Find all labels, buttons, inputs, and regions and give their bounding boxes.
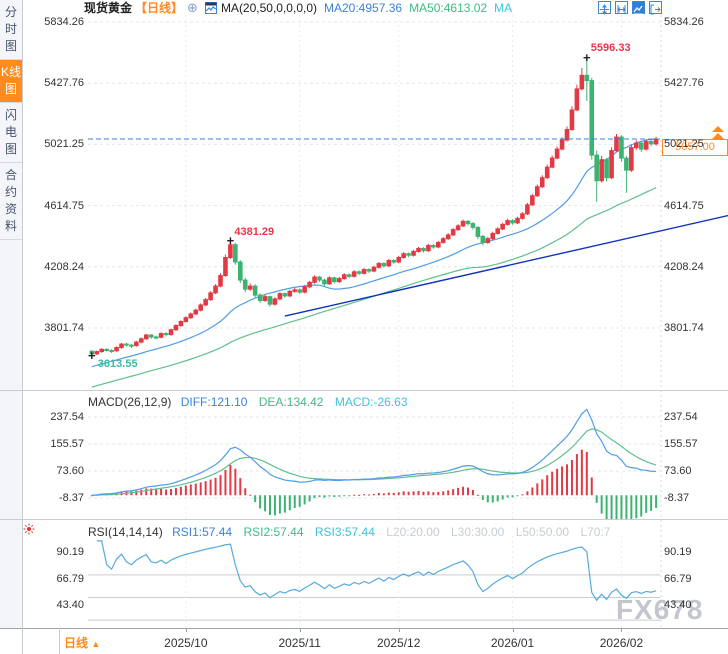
y-axis-label: 43.40 <box>664 599 692 611</box>
date-label: 2025/11 <box>278 636 321 650</box>
date-tick <box>621 628 623 632</box>
exit-icon[interactable] <box>649 1 662 15</box>
date-label: 2025/12 <box>376 636 421 650</box>
fx678-watermark: FX678 <box>616 594 704 625</box>
indicator-label[interactable]: MA(20,50,0,0,0,0) <box>220 0 317 15</box>
y-axis-label: 5427.76 <box>44 77 84 89</box>
sidebar-item-kline-chart[interactable]: K线图 <box>0 60 22 103</box>
macd-chart[interactable] <box>0 390 728 520</box>
rsi-l70-label: L70:7 <box>580 525 611 539</box>
macd-diff-value: DIFF:121.10 <box>180 395 248 409</box>
chart-header: 现货黄金 【日线】 ⊕ MA(20,50,0,0,0,0) MA20:4957.… <box>84 0 512 15</box>
y-axis-label: 5021.25 <box>664 138 704 150</box>
period-selector[interactable]: 日线 ▲ <box>64 636 101 650</box>
rsi-chart[interactable] <box>0 520 728 628</box>
add-indicator-icon[interactable]: ⊕ <box>187 0 198 15</box>
date-tick <box>398 628 400 632</box>
price-extreme-marker: + <box>88 348 96 364</box>
rsi1-value: RSI1:57.44 <box>172 525 233 539</box>
y-axis-label: 155.57 <box>664 438 698 450</box>
date-label: 2026/01 <box>490 636 535 650</box>
y-axis-label: 5834.26 <box>664 16 704 28</box>
y-axis-label: 5021.25 <box>44 138 84 150</box>
y-axis-label: 43.40 <box>56 599 84 611</box>
chart-toolbar <box>598 1 662 15</box>
price-annotation: 3613.55 <box>97 358 138 371</box>
rsi3-value: RSI3:57.44 <box>314 525 375 539</box>
date-tick <box>512 628 514 632</box>
rsi-l50-label: L50:50.00 <box>515 525 570 539</box>
y-axis-label: 4208.24 <box>664 261 704 273</box>
macd-panel-header: MACD(26,12,9) DIFF:121.10 DEA:134.42 MAC… <box>88 395 408 409</box>
y-axis-label: 66.79 <box>56 573 84 585</box>
rsi-indicator-label[interactable]: RSI(14,14,14) <box>88 525 163 539</box>
ma20-value: MA20:4957.36 <box>324 0 403 15</box>
y-axis-label: 5427.76 <box>664 77 704 89</box>
macd-bar-value: MACD:-26.63 <box>334 395 408 409</box>
measure-icon[interactable] <box>615 1 628 14</box>
date-label: 2026/02 <box>599 636 644 650</box>
y-axis-label: 73.60 <box>56 465 84 477</box>
candlestick-chart[interactable] <box>0 15 728 390</box>
sidebar-item-flash-chart[interactable]: 闪电图 <box>0 103 22 163</box>
y-axis-label: 73.60 <box>664 465 692 477</box>
ma-indicator-icon[interactable] <box>204 1 217 14</box>
y-axis-label: 90.19 <box>664 546 692 558</box>
price-annotation: 5596.33 <box>590 41 631 54</box>
ma50-value: MA50:4613.02 <box>409 0 488 15</box>
rsi2-value: RSI2:57.44 <box>243 525 304 539</box>
date-label: 2025/10 <box>164 636 208 650</box>
y-axis-label: 90.19 <box>56 546 84 558</box>
price-annotation: 4381.29 <box>234 225 275 238</box>
symbol-name: 现货黄金 <box>84 1 133 15</box>
y-axis-label: -8.37 <box>664 492 690 504</box>
time-axis-bar <box>0 628 728 654</box>
y-axis-label: 66.79 <box>664 573 692 585</box>
date-tick <box>299 628 301 632</box>
bottom-bar-separator <box>59 628 60 654</box>
price-extreme-marker: + <box>583 49 591 65</box>
alert-sun-icon[interactable] <box>23 523 35 535</box>
chart-style-icon[interactable] <box>632 1 645 15</box>
y-axis-label: 4208.24 <box>44 261 84 273</box>
pane-divider <box>0 390 728 391</box>
bottom-bar-separator <box>22 628 23 654</box>
macd-dea-value: DEA:134.42 <box>258 395 324 409</box>
macd-indicator-label[interactable]: MACD(26,12,9) <box>88 395 172 409</box>
ma-tail-label: MA <box>494 0 513 15</box>
date-tick <box>185 628 187 632</box>
period-tag[interactable]: 【日线】 <box>135 1 184 15</box>
price-extreme-marker: + <box>226 232 235 248</box>
rsi-l20-label: L20:20.00 <box>386 525 440 539</box>
rsi-panel-header: RSI(14,14,14) RSI1:57.44 RSI2:57.44 RSI3… <box>88 525 610 539</box>
pane-divider <box>0 519 728 520</box>
crosshair-icon[interactable] <box>598 1 611 15</box>
rsi-l30-label: L30:30.00 <box>450 525 505 539</box>
y-axis-label: 237.54 <box>50 411 84 423</box>
y-axis-label: 3801.74 <box>44 322 84 334</box>
y-axis-label: 237.54 <box>664 411 698 423</box>
price-up-arrows-icon <box>712 126 724 140</box>
y-axis-label: -8.37 <box>58 492 84 504</box>
sidebar-tabs: 分时图 K线图 闪电图 合约资料 <box>0 0 23 628</box>
y-axis-label: 3801.74 <box>664 322 704 334</box>
sidebar-item-timeline-chart[interactable]: 分时图 <box>0 0 22 60</box>
y-axis-label: 4614.75 <box>664 200 704 212</box>
y-axis-label: 5834.26 <box>44 16 84 28</box>
sidebar-item-contract-info[interactable]: 合约资料 <box>0 163 22 240</box>
y-axis-label: 155.57 <box>50 438 84 450</box>
y-axis-label: 4614.75 <box>44 200 84 212</box>
